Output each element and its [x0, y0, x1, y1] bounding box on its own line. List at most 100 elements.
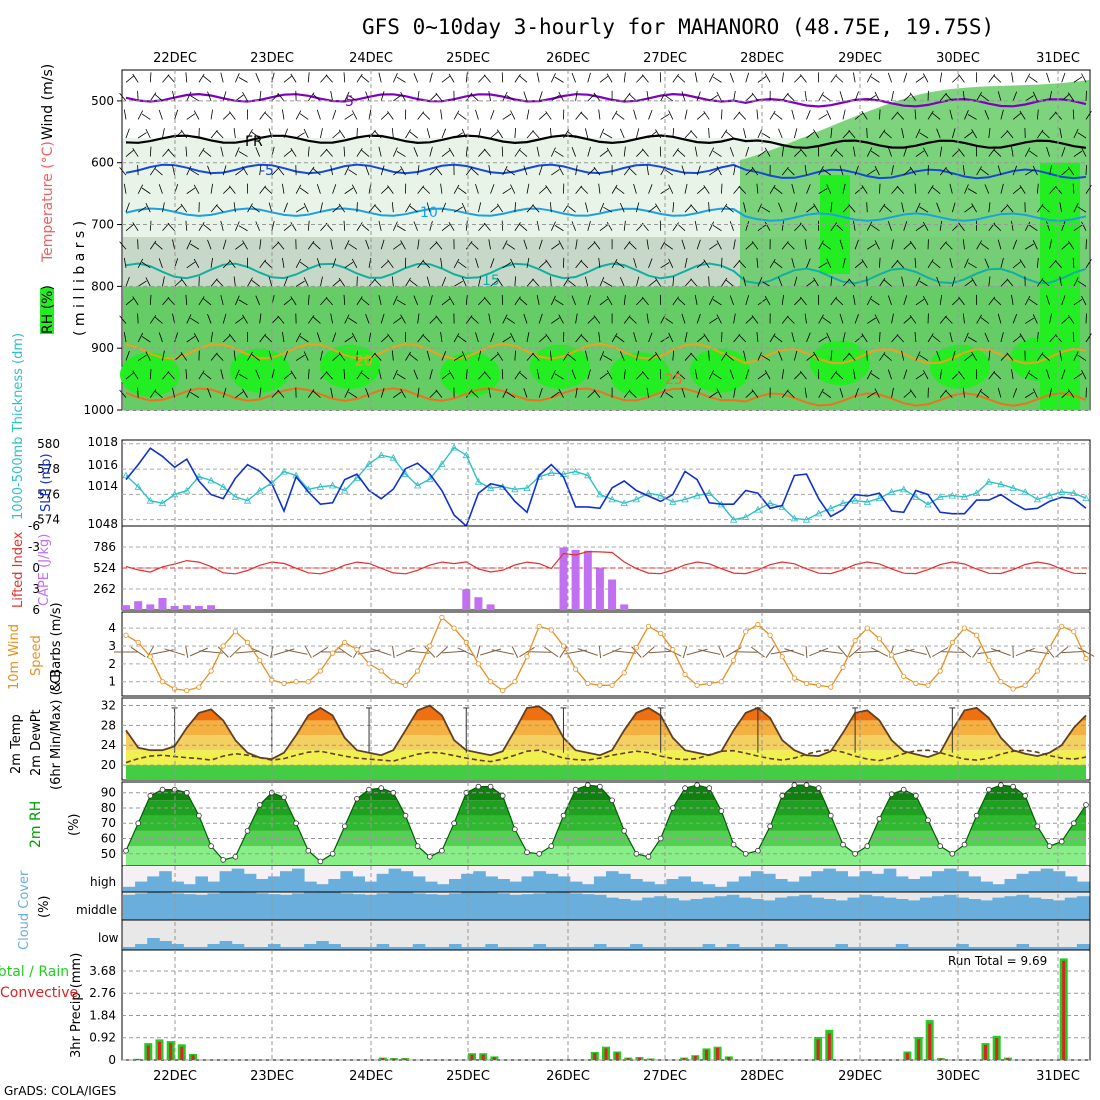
wind-speed-marker: [451, 625, 457, 631]
rh-marker: [159, 786, 166, 793]
wind-barb: [316, 183, 321, 194]
wind-speed-marker: [645, 623, 652, 629]
wind-barb: [457, 335, 467, 343]
wind-barb: [453, 355, 463, 361]
cloud-bar: [316, 941, 329, 950]
wind-barb: [207, 239, 212, 250]
wind-barb: [234, 73, 240, 83]
wind-barb: [1049, 165, 1052, 176]
wind-barb: [478, 350, 482, 361]
wind-speed-marker: [560, 643, 567, 649]
wind-barb: [939, 369, 943, 380]
date-label-bottom: 23DEC: [250, 1069, 294, 1084]
wind-barb: [684, 130, 692, 139]
wind-speed-marker: [329, 650, 336, 656]
wind-barb: [648, 131, 657, 139]
wind-barb: [684, 352, 692, 361]
wind-barb: [1067, 314, 1075, 324]
wind-barb: [303, 351, 309, 361]
wind-barb: [903, 369, 908, 380]
wind-barb: [866, 127, 868, 139]
wind-speed-marker: [500, 687, 506, 694]
wind-barb: [853, 146, 856, 157]
precip-conv-bar: [705, 1049, 708, 1060]
cloud-bar: [678, 947, 691, 950]
cape-bar: [559, 547, 568, 610]
thickness-marker: [596, 490, 604, 498]
wind-barb: [879, 129, 886, 139]
wind-barb: [259, 239, 262, 250]
wind-barb: [988, 276, 991, 287]
wind-barb: [1036, 257, 1039, 268]
wind-barb: [619, 202, 625, 213]
wind-barb: [429, 167, 438, 176]
wind-barb: [764, 370, 771, 380]
wind-barb: [392, 221, 398, 231]
wind-barb: [210, 129, 218, 139]
wind-barb: [496, 277, 504, 287]
wind-barb: [1012, 186, 1022, 194]
wind-barb: [988, 350, 991, 361]
wind-speed-marker: [901, 673, 907, 679]
wind-barb: [997, 91, 1002, 102]
rh-marker: [402, 812, 409, 819]
wind-barb: [757, 351, 763, 361]
wind-barb: [883, 279, 892, 287]
wind-barb: [696, 91, 701, 102]
wind-barb: [587, 167, 596, 176]
rh-marker: [572, 786, 579, 793]
wind-barb: [854, 261, 864, 269]
wind-barb: [429, 146, 433, 157]
wind-barb: [271, 167, 280, 176]
wind-barb: [282, 183, 285, 194]
thickness-marker: [972, 489, 981, 496]
precip-conv-bar: [593, 1053, 597, 1060]
wind-barb: [405, 129, 411, 139]
wind-barb: [123, 257, 127, 268]
cloud-bar: [702, 897, 716, 920]
cape-axis-label: CAPE (J/kg): [37, 534, 52, 606]
rh-marker: [305, 847, 312, 854]
wind-barb: [1006, 129, 1014, 139]
cloud-high-label: high: [90, 875, 116, 889]
thickness-marker: [523, 484, 531, 491]
wind-speed-marker: [1034, 668, 1041, 674]
wind-barb: [162, 297, 170, 306]
wind-barb: [519, 297, 528, 306]
cloud-bar: [533, 871, 547, 892]
wind-barb: [145, 351, 151, 361]
wind-barb: [554, 373, 564, 380]
wind-barb: [611, 110, 618, 120]
wind-barb: [932, 261, 941, 269]
cloud-bar: [606, 871, 619, 892]
cloud-bar: [944, 868, 957, 892]
wind-barb: [307, 146, 310, 157]
wind-barb: [1012, 91, 1018, 102]
wind-barb-10m: [229, 646, 242, 658]
wind-barb: [356, 370, 363, 380]
wind-speed-marker: [414, 668, 421, 674]
wind-barb: [684, 278, 692, 287]
thickness-marker: [1021, 488, 1029, 495]
rh2m-unit-label: (%): [67, 814, 82, 837]
wind-barb: [332, 184, 337, 194]
wind-barb: [1028, 298, 1038, 306]
cloud-bar: [763, 900, 776, 920]
precip-conv-label: Convective: [0, 985, 78, 1001]
wind-barb: [356, 276, 358, 287]
wind-barb: [874, 314, 880, 324]
wind-barb: [861, 259, 868, 269]
wind-barb: [242, 240, 248, 250]
slp-axis-label: SLP (mb): [39, 453, 54, 512]
pressure-tick-label: 700: [91, 218, 114, 232]
wind-barb: [1006, 204, 1014, 213]
wind-barb: [575, 239, 578, 250]
wind-speed-marker: [378, 668, 384, 674]
cloud-bar: [968, 876, 981, 892]
wind-barb: [475, 183, 479, 194]
thickness-marker: [122, 471, 130, 479]
wind-barb: [903, 316, 912, 324]
wind-barb: [716, 388, 722, 398]
wind-barb: [1019, 333, 1026, 343]
wind-barb: [708, 147, 715, 157]
